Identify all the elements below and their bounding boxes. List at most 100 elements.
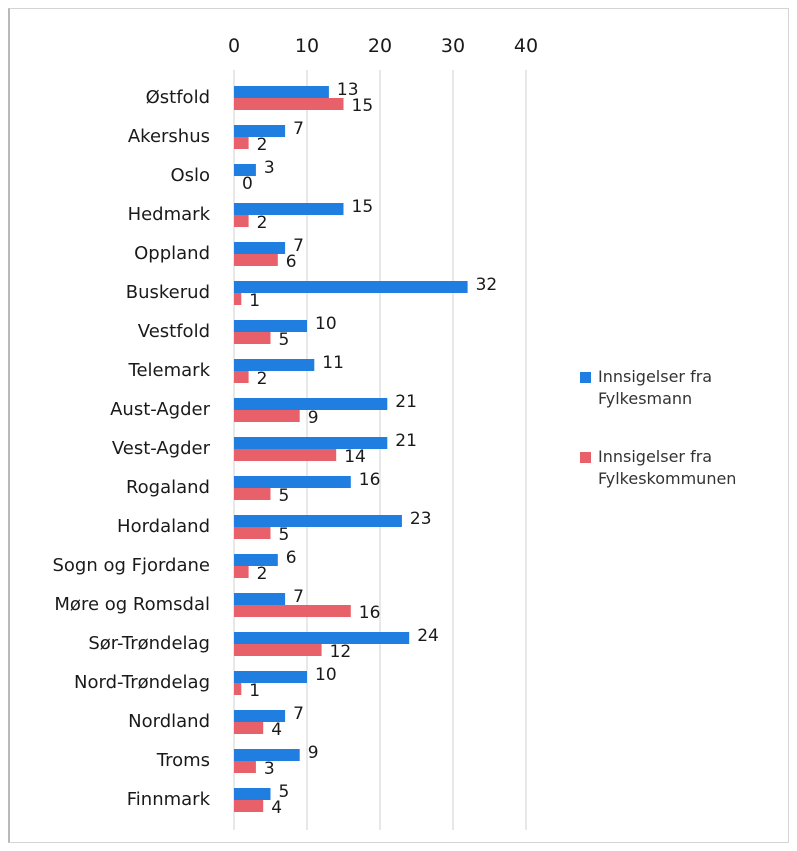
- bar-fylkeskommunen: [234, 410, 300, 422]
- data-label: 4: [271, 720, 282, 740]
- bar-fylkesmann: [234, 86, 329, 98]
- bar-fylkeskommunen: [234, 332, 271, 344]
- bar-fylkesmann: [234, 359, 315, 371]
- bar-fylkesmann: [234, 710, 286, 722]
- data-label: 6: [286, 548, 297, 568]
- data-label: 1: [249, 291, 260, 311]
- x-tick-label: 0: [228, 35, 240, 57]
- category-label: Hordaland: [117, 516, 210, 537]
- data-label: 2: [257, 369, 268, 389]
- bar-fylkeskommunen: [234, 644, 322, 656]
- bar-fylkeskommunen: [234, 137, 249, 149]
- data-label: 3: [264, 759, 275, 779]
- data-label: 2: [257, 564, 268, 584]
- bar-fylkeskommunen: [234, 98, 344, 110]
- bar-fylkeskommunen: [234, 488, 271, 500]
- bar-fylkeskommunen: [234, 527, 271, 539]
- bar-fylkesmann: [234, 671, 307, 683]
- category-label: Oppland: [134, 243, 210, 264]
- category-label: Vestfold: [138, 321, 210, 342]
- category-label: Vest-Agder: [112, 438, 211, 459]
- category-label: Troms: [156, 750, 210, 771]
- data-label: 4: [271, 798, 282, 818]
- category-label: Nordland: [128, 711, 210, 732]
- category-label: Buskerud: [126, 282, 210, 303]
- bar-fylkeskommunen: [234, 371, 249, 383]
- data-label: 7: [293, 704, 304, 724]
- data-label: 10: [315, 665, 337, 685]
- category-label: Finnmark: [127, 789, 211, 810]
- bar-fylkesmann: [234, 749, 300, 761]
- category-label: Nord-Trøndelag: [74, 672, 210, 693]
- bar-fylkeskommunen: [234, 605, 351, 617]
- category-label: Østfold: [146, 87, 210, 108]
- category-label: Møre og Romsdal: [54, 594, 210, 615]
- data-label: 32: [476, 275, 498, 295]
- data-label: 2: [257, 213, 268, 233]
- bar-fylkesmann: [234, 632, 410, 644]
- bar-fylkeskommunen: [234, 449, 337, 461]
- data-label: 16: [359, 470, 381, 490]
- bar-fylkesmann: [234, 125, 286, 137]
- category-label: Telemark: [128, 360, 211, 381]
- data-label: 1: [249, 681, 260, 701]
- category-label: Oslo: [170, 165, 210, 186]
- bar-fylkeskommunen: [234, 215, 249, 227]
- data-label: 6: [286, 252, 297, 272]
- legend-label: Innsigelser fra Fylkeskommunen: [598, 447, 736, 488]
- bar-fylkeskommunen: [234, 722, 264, 734]
- bar-fylkesmann: [234, 788, 271, 800]
- bar-fylkeskommunen: [234, 683, 242, 695]
- category-label: Rogaland: [126, 477, 210, 498]
- data-label: 0: [242, 174, 253, 194]
- data-label: 24: [417, 626, 439, 646]
- bar-fylkesmann: [234, 398, 388, 410]
- data-label: 10: [315, 314, 337, 334]
- legend-label: Innsigelser fra Fylkesmann: [598, 367, 712, 408]
- data-label: 13: [337, 80, 359, 100]
- data-label: 2: [257, 135, 268, 155]
- bar-fylkesmann: [234, 515, 402, 527]
- data-label: 3: [264, 158, 275, 178]
- data-label: 12: [330, 642, 352, 662]
- data-label: 9: [308, 743, 319, 763]
- category-label: Sør-Trøndelag: [88, 633, 210, 654]
- data-label: 15: [352, 96, 374, 116]
- x-tick-label: 10: [295, 35, 319, 57]
- bar-fylkeskommunen: [234, 800, 264, 812]
- data-label: 21: [395, 431, 417, 451]
- data-label: 9: [308, 408, 319, 428]
- bar-fylkeskommunen: [234, 293, 242, 305]
- data-label: 23: [410, 509, 432, 529]
- bar-fylkeskommunen: [234, 566, 249, 578]
- bar-fylkesmann: [234, 164, 256, 176]
- legend-swatch: [580, 452, 591, 463]
- category-label: Akershus: [128, 126, 210, 147]
- bar-fylkeskommunen: [234, 761, 256, 773]
- chart-frame: [8, 8, 789, 843]
- data-label: 5: [279, 486, 290, 506]
- data-label: 11: [322, 353, 344, 373]
- category-label: Aust-Agder: [110, 399, 210, 420]
- bar-fylkeskommunen: [234, 254, 278, 266]
- data-label: 5: [279, 330, 290, 350]
- category-label: Hedmark: [128, 204, 211, 225]
- data-label: 15: [352, 197, 374, 217]
- data-label: 5: [279, 782, 290, 802]
- x-tick-label: 40: [514, 35, 538, 57]
- bar-fylkesmann: [234, 203, 344, 215]
- data-label: 5: [279, 525, 290, 545]
- data-label: 7: [293, 587, 304, 607]
- category-label: Sogn og Fjordane: [52, 555, 210, 576]
- x-tick-label: 30: [441, 35, 465, 57]
- legend-swatch: [580, 372, 591, 383]
- bar-fylkesmann: [234, 242, 286, 254]
- bar-fylkesmann: [234, 437, 388, 449]
- data-label: 7: [293, 119, 304, 139]
- bar-fylkesmann: [234, 554, 278, 566]
- bar-fylkesmann: [234, 476, 351, 488]
- data-label: 7: [293, 236, 304, 256]
- bar-fylkesmann: [234, 320, 307, 332]
- bar-fylkesmann: [234, 281, 468, 293]
